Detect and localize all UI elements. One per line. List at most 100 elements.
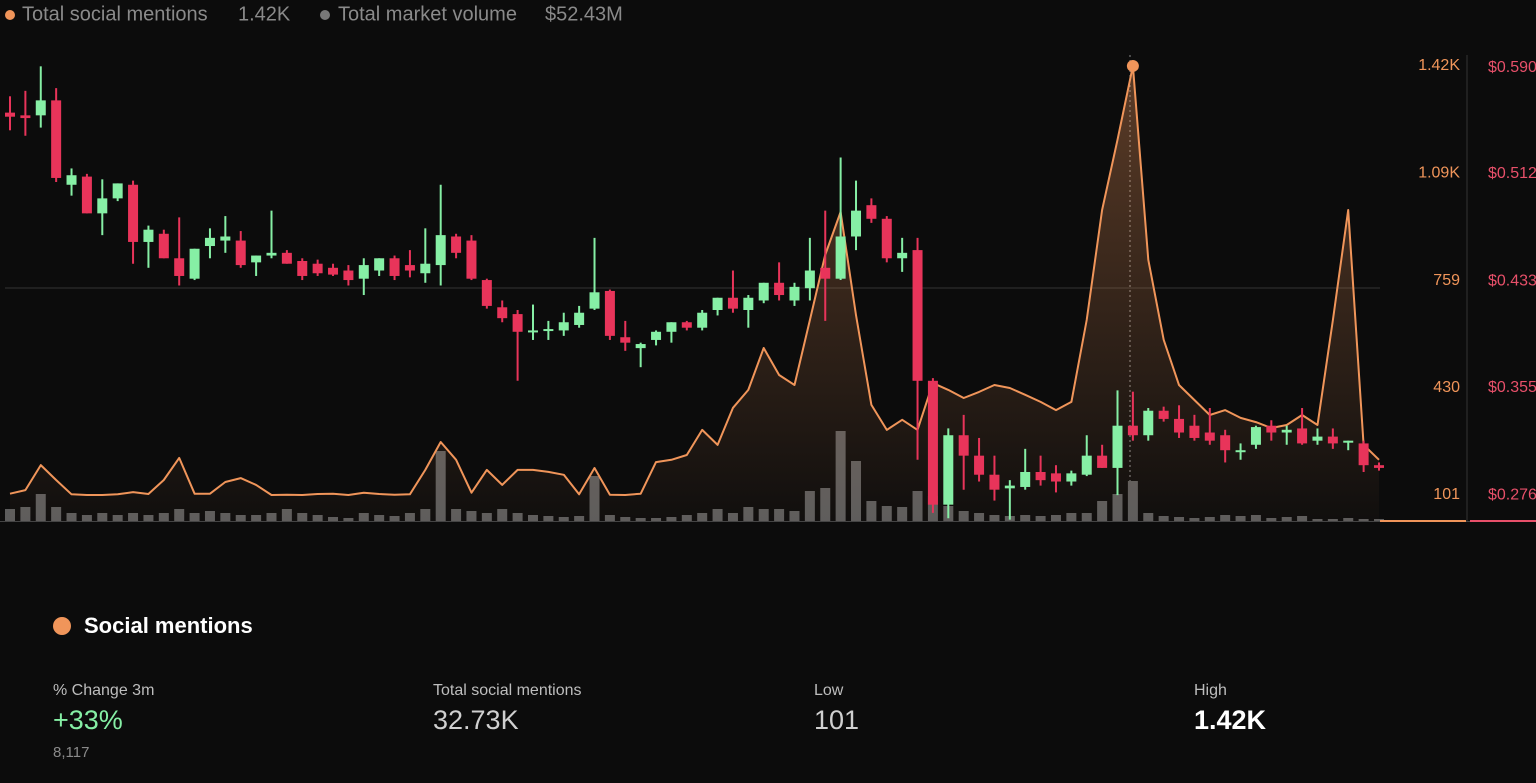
- stat-value: 32.73K: [433, 705, 519, 735]
- candle-body: [527, 330, 538, 333]
- candle-body: [820, 267, 831, 279]
- candle-body: [712, 297, 723, 311]
- candle-body: [143, 229, 154, 242]
- candle-body: [681, 322, 692, 328]
- stat-label: Total social mentions: [433, 682, 582, 699]
- candle-body: [1266, 425, 1277, 433]
- candle-body: [958, 435, 969, 456]
- y-tick-label: $0.590: [1488, 59, 1536, 76]
- candle-body: [1281, 429, 1292, 433]
- candle-body: [789, 286, 800, 301]
- candle-body: [220, 236, 231, 241]
- candle-body: [328, 267, 339, 275]
- y2-tick-label: 1.42K: [1418, 57, 1460, 74]
- candle-body: [881, 218, 892, 259]
- candle-body: [312, 263, 323, 274]
- candle-body: [1127, 425, 1138, 436]
- candle-body: [651, 331, 662, 340]
- candle-body: [943, 435, 954, 505]
- candle-body: [481, 280, 492, 306]
- candle-body: [1158, 410, 1169, 419]
- candle-body: [574, 312, 585, 325]
- legend-dot: [320, 10, 330, 20]
- candle-body: [466, 240, 477, 279]
- y-tick-label: $0.355: [1488, 379, 1536, 396]
- candle-body: [727, 297, 738, 309]
- candle-body: [1097, 455, 1108, 468]
- candle-body: [897, 252, 908, 259]
- candle-body: [1189, 425, 1200, 438]
- mentions-area: [10, 65, 1379, 522]
- stat-value: 1.42K: [1194, 705, 1267, 735]
- candle-body: [420, 263, 431, 274]
- candle-body: [1143, 410, 1154, 436]
- y2-tick-label: 1.09K: [1418, 164, 1460, 181]
- mentions-line: [9, 64, 1380, 496]
- candle-body: [51, 100, 62, 178]
- candle-body: [1204, 432, 1215, 441]
- legend-value: 1.42K: [238, 3, 291, 25]
- stat-value: +33%: [53, 705, 123, 735]
- candle-body: [97, 198, 108, 214]
- candle-body: [1035, 471, 1046, 481]
- y-tick-label: $0.433: [1488, 273, 1536, 290]
- candle-body: [620, 337, 631, 343]
- candle-body: [204, 237, 215, 247]
- candle-body: [497, 307, 508, 319]
- candle-body: [174, 258, 185, 276]
- candle-body: [927, 380, 938, 505]
- legend-label: Total social mentions: [22, 3, 208, 25]
- y2-tick-label: 430: [1433, 379, 1460, 396]
- candle-body: [20, 115, 31, 119]
- candle-body: [697, 312, 708, 328]
- legend-dot: [5, 10, 15, 20]
- candle-body: [1250, 427, 1261, 445]
- candle-body: [743, 297, 754, 311]
- candle-body: [604, 290, 615, 336]
- candle-body: [1081, 455, 1092, 475]
- peak-dot: [1126, 59, 1139, 72]
- candle-body: [389, 258, 400, 276]
- candle-body: [989, 474, 1000, 490]
- candle-body: [866, 205, 877, 219]
- candle-body: [1020, 471, 1031, 487]
- candle-body: [974, 455, 985, 475]
- candle-body: [1066, 473, 1077, 482]
- candle-body: [1343, 440, 1354, 443]
- candle-body: [81, 176, 92, 214]
- section-dot: [53, 617, 71, 635]
- candle-body: [666, 322, 677, 332]
- candle-body: [1235, 450, 1246, 453]
- stat-label: High: [1194, 682, 1227, 699]
- candle-body: [1004, 485, 1015, 489]
- stat-label: % Change 3m: [53, 682, 154, 699]
- y-tick-label: $0.512: [1488, 165, 1536, 182]
- candle-body: [266, 252, 277, 256]
- candle-body: [1220, 435, 1231, 451]
- plot: [5, 64, 1384, 522]
- candle-body: [589, 292, 600, 309]
- candle-body: [281, 252, 292, 264]
- candle-body: [1312, 436, 1323, 441]
- candle-body: [558, 322, 569, 331]
- candle-body: [774, 282, 785, 296]
- y2-tick-label: 101: [1433, 486, 1460, 503]
- candle-body: [358, 265, 369, 279]
- y2-tick-label: 759: [1433, 272, 1460, 289]
- candle-body: [1050, 473, 1061, 482]
- candle-body: [158, 233, 169, 259]
- candle-body: [1374, 465, 1384, 468]
- candle-body: [343, 270, 354, 281]
- candle-body: [835, 236, 846, 279]
- stat-sub: 8,117: [53, 744, 89, 761]
- candle-body: [1327, 436, 1338, 444]
- candle-body: [235, 240, 246, 266]
- stat-value: 101: [814, 705, 859, 735]
- stat-label: Low: [814, 682, 844, 699]
- candle-body: [66, 175, 77, 185]
- section-title: Social mentions: [84, 613, 253, 638]
- candle-body: [451, 236, 462, 253]
- candle-body: [435, 235, 446, 266]
